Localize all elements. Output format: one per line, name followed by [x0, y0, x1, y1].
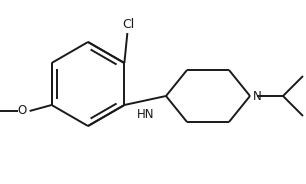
Text: N: N [252, 91, 261, 103]
Text: Cl: Cl [122, 17, 135, 31]
Text: O: O [17, 105, 27, 118]
Text: HN: HN [136, 107, 154, 121]
